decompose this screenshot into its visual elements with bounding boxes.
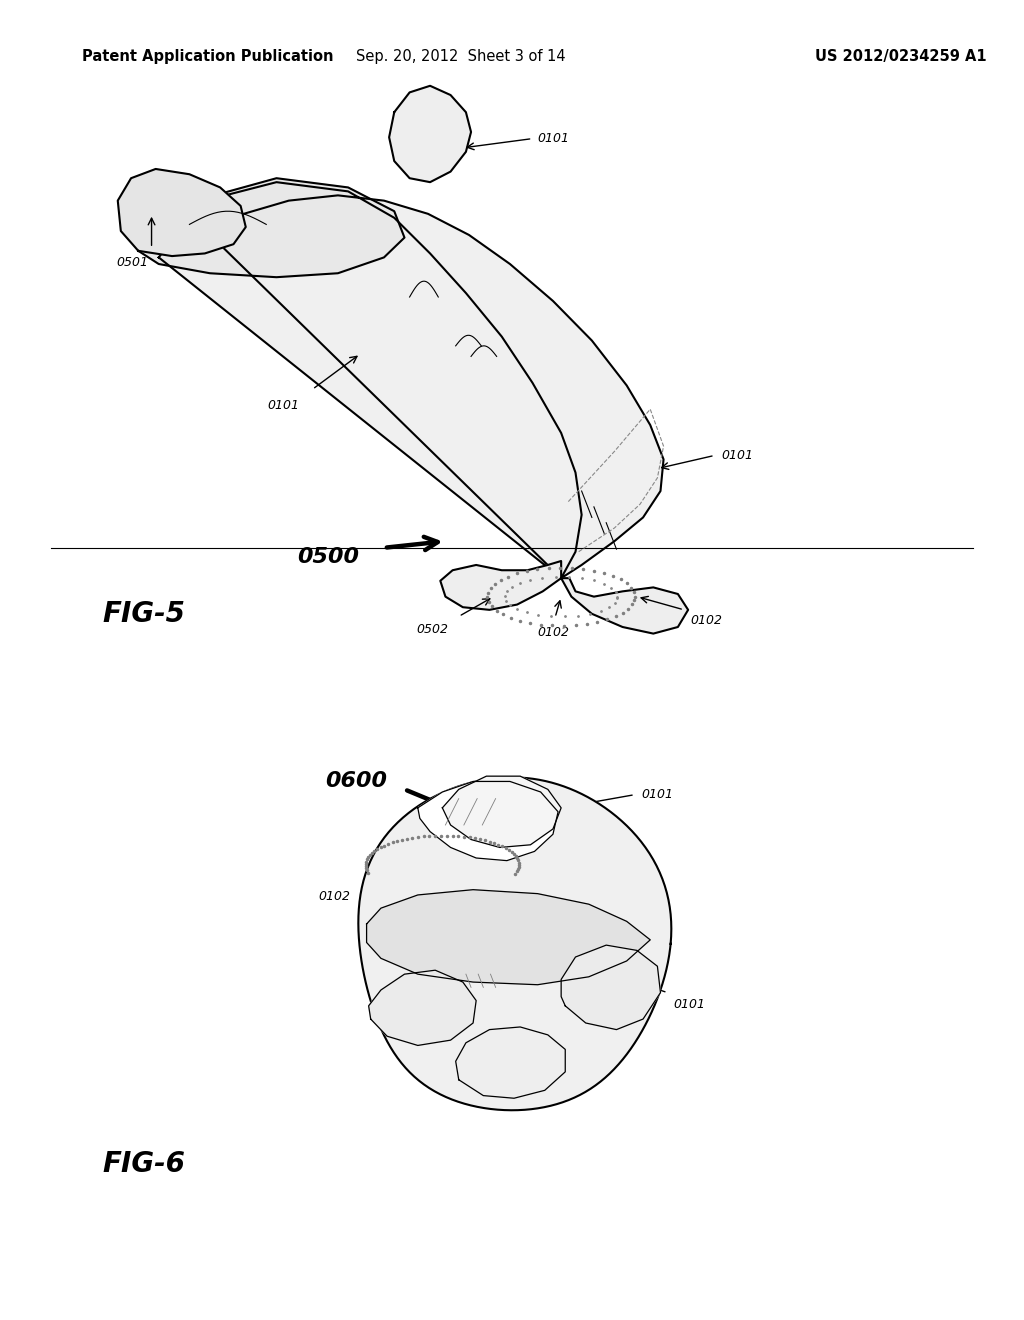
Text: 0101: 0101 <box>498 1096 530 1109</box>
Text: US 2012/0234259 A1: US 2012/0234259 A1 <box>815 49 987 65</box>
Polygon shape <box>440 561 561 610</box>
Text: 0102: 0102 <box>690 614 722 627</box>
Polygon shape <box>358 777 672 1110</box>
Polygon shape <box>369 970 476 1045</box>
Text: Sep. 20, 2012  Sheet 3 of 14: Sep. 20, 2012 Sheet 3 of 14 <box>356 49 565 65</box>
Text: FIG-6: FIG-6 <box>102 1150 185 1179</box>
Text: 0502: 0502 <box>417 623 449 636</box>
Text: 0101: 0101 <box>267 399 299 412</box>
Text: 0101: 0101 <box>641 788 673 801</box>
Polygon shape <box>561 578 688 634</box>
Text: 0101: 0101 <box>721 449 753 462</box>
Polygon shape <box>118 169 246 256</box>
Text: 0101: 0101 <box>538 132 569 145</box>
Polygon shape <box>442 776 561 847</box>
Polygon shape <box>418 781 558 861</box>
Text: 0500: 0500 <box>297 546 359 568</box>
Polygon shape <box>159 182 664 578</box>
Polygon shape <box>367 890 650 985</box>
Text: 0600: 0600 <box>326 771 388 792</box>
Polygon shape <box>138 178 404 277</box>
Text: 0501: 0501 <box>117 256 148 269</box>
Text: 0102: 0102 <box>537 626 569 639</box>
Text: 0101: 0101 <box>674 998 706 1011</box>
Text: FIG-5: FIG-5 <box>102 599 185 628</box>
Polygon shape <box>456 1027 565 1098</box>
Text: Patent Application Publication: Patent Application Publication <box>82 49 334 65</box>
Polygon shape <box>389 86 471 182</box>
Text: 0102: 0102 <box>318 890 350 903</box>
Polygon shape <box>561 945 660 1030</box>
